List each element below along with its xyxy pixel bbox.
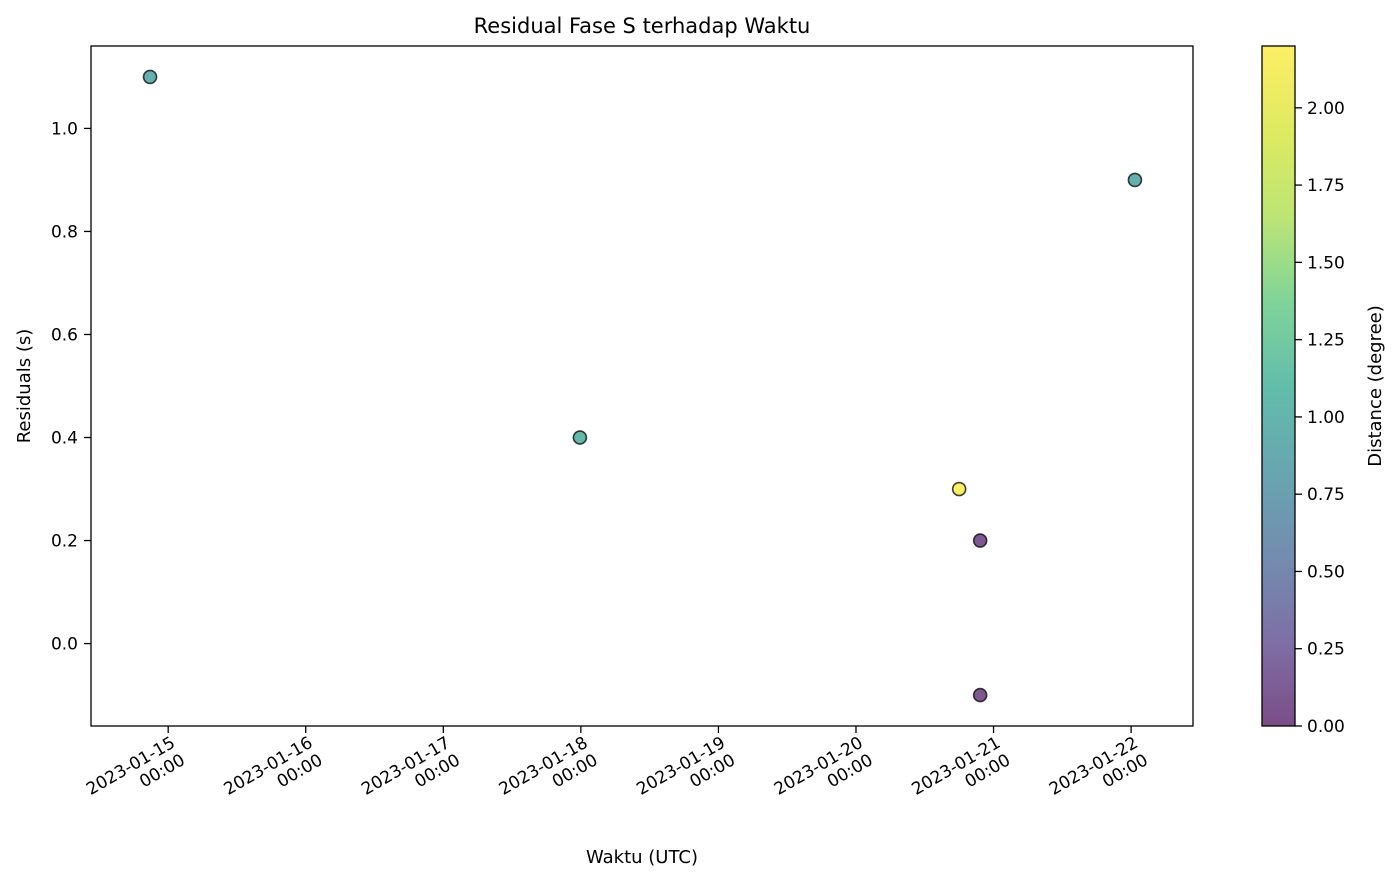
x-axis-ticks: 2023-01-1500:00 2023-01-1600:00 2023-01-17…	[83, 726, 1152, 817]
colorbar-tick-label: 0.00	[1307, 717, 1345, 737]
colorbar-tick-label: 0.25	[1307, 640, 1345, 660]
data-point	[142, 69, 158, 85]
chart-title: Residual Fase S terhadap Waktu	[474, 14, 811, 38]
x-tick-label: 2023-01-1500:00	[83, 733, 189, 817]
colorbar: 0.00 0.25 0.50 0.75 1.00 1.25 1.50 1.75 2.00	[1261, 45, 1345, 737]
x-tick-label: 2023-01-2100:00	[908, 733, 1014, 817]
x-tick-label: 2023-01-1900:00	[633, 733, 739, 817]
x-tick-label: 2023-01-1800:00	[496, 733, 602, 817]
colorbar-tick-label: 0.75	[1307, 485, 1345, 505]
colorbar-tick-label: 1.75	[1307, 176, 1345, 196]
data-points	[142, 69, 1143, 703]
plot-frame	[90, 45, 1194, 727]
y-tick-label: 1.0	[51, 119, 78, 139]
y-tick-label: 0.6	[51, 325, 78, 345]
x-tick-label: 2023-01-2000:00	[771, 733, 877, 817]
colorbar-tick-label: 1.00	[1307, 408, 1345, 428]
data-point	[1127, 172, 1143, 188]
x-tick-label: 2023-01-2200:00	[1046, 733, 1152, 817]
colorbar-tick-label: 1.50	[1307, 253, 1345, 273]
x-axis-label: Waktu (UTC)	[586, 847, 698, 868]
plot-area: 2023-01-1500:00 2023-01-1600:00 2023-01-17…	[51, 45, 1194, 817]
colorbar-gradient	[1262, 46, 1295, 726]
colorbar-tick-label: 1.25	[1307, 331, 1345, 351]
y-tick-label: 0.0	[51, 635, 78, 655]
y-tick-label: 0.4	[51, 429, 78, 449]
data-point	[951, 481, 967, 497]
colorbar-ticks: 0.00 0.25 0.50 0.75 1.00 1.25 1.50 1.75 2.00	[1295, 99, 1345, 737]
x-tick-label: 2023-01-1700:00	[358, 733, 464, 817]
x-tick-label: 2023-01-1600:00	[221, 733, 327, 817]
y-tick-label: 0.8	[51, 222, 78, 242]
colorbar-label: Distance (degree)	[1365, 305, 1386, 467]
y-axis-label: Residuals (s)	[14, 329, 35, 444]
y-tick-label: 0.2	[51, 532, 78, 552]
y-axis-ticks: 0.0 0.2 0.4 0.6 0.8 1.0	[51, 119, 91, 655]
data-point	[972, 533, 988, 548]
data-point	[972, 687, 988, 703]
colorbar-tick-label: 2.00	[1307, 99, 1345, 119]
colorbar-tick-label: 0.50	[1307, 562, 1345, 582]
colorbar-frame	[1261, 45, 1296, 727]
data-point	[572, 430, 588, 445]
